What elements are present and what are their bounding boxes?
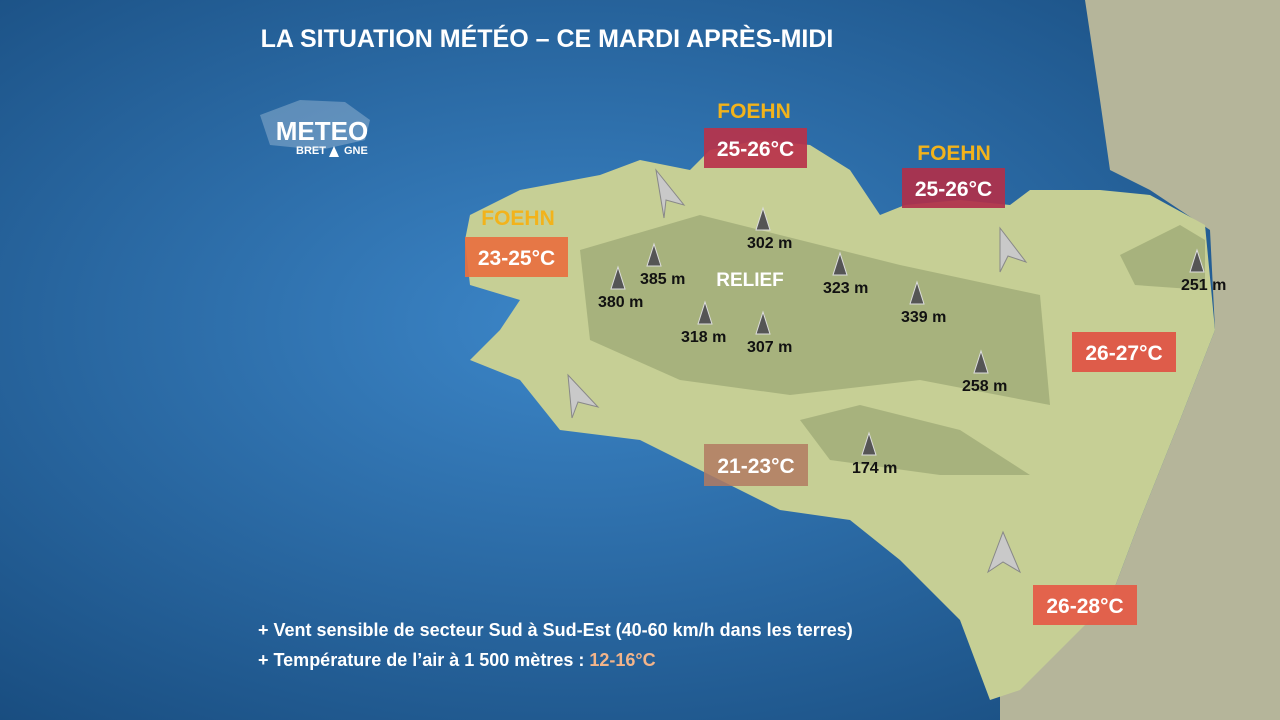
elevation-label: 251 m [1181,277,1226,294]
note-text: + Température de l’air à 1 500 mètres : [258,650,589,670]
peak-icon [1189,248,1205,273]
elevation-label: 380 m [598,294,643,311]
temperature-box [465,237,568,277]
elevation-label: 385 m [640,271,685,288]
relief-zone [1120,225,1205,290]
temperature-label: 25-26°C [717,138,794,161]
peak-icon [973,349,989,374]
wind-arrow [567,373,600,419]
elevation-label: 307 m [747,339,792,356]
peak-icon [610,265,626,290]
elevation-label: 174 m [852,460,897,477]
peak-icon [861,431,877,456]
foehn-label: FOEHN [917,142,991,165]
wind-arrow [986,530,1022,574]
peak-icon [697,300,713,325]
logo-title: METEO [276,116,368,146]
relief-label: RELIEF [716,270,784,291]
wind-arrow [655,168,686,219]
foehn-label: FOEHN [481,207,555,230]
temperature-label: 26-28°C [1046,595,1123,618]
relief-zone [580,215,1050,405]
elevation-label: 323 m [823,280,868,297]
peak-icon [646,242,662,267]
temperature-box [1033,585,1137,625]
peak-icon [755,206,771,231]
temperature-label: 21-23°C [717,455,794,478]
temperature-box [902,168,1005,208]
logo-shape [260,100,370,150]
note-value: 12-16°C [589,650,655,670]
peak-icon [755,310,771,335]
note: + Vent sensible de secteur Sud à Sud-Est… [258,620,853,640]
temperature-box [704,444,808,486]
logo-icon [329,146,339,157]
note: + Température de l’air à 1 500 mètres : … [258,650,656,670]
elevation-label: 302 m [747,235,792,252]
temperature-box [704,128,807,168]
wind-arrow [999,226,1028,273]
temperature-label: 26-27°C [1085,342,1162,365]
temperature-label: 23-25°C [478,247,555,270]
land-east [1000,0,1280,720]
relief-zone [800,405,1030,475]
temperature-label: 25-26°C [915,178,992,201]
logo-subtitle: GNE [344,145,368,157]
peak-icon [909,280,925,305]
logo-subtitle: BRET [296,145,326,157]
foehn-label: FOEHN [717,100,791,123]
elevation-label: 339 m [901,309,946,326]
elevation-label: 258 m [962,378,1007,395]
title: LA SITUATION MÉTÉO – CE MARDI APRÈS-MIDI [261,24,834,53]
peak-icon [832,251,848,276]
temperature-box [1072,332,1176,372]
elevation-label: 318 m [681,329,726,346]
